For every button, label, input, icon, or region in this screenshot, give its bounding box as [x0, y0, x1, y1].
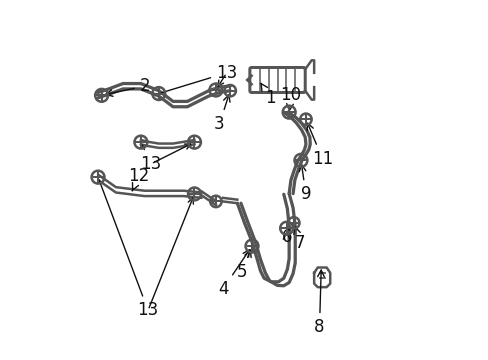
Text: 12: 12 [128, 167, 149, 191]
Text: 9: 9 [299, 165, 310, 203]
Text: 4: 4 [217, 250, 249, 298]
Text: 5: 5 [236, 250, 251, 281]
Text: 1: 1 [261, 84, 275, 107]
Text: 2: 2 [105, 77, 150, 96]
Text: 8: 8 [314, 270, 324, 336]
Text: 11: 11 [306, 123, 332, 167]
Text: 7: 7 [293, 227, 305, 252]
Text: 10: 10 [280, 86, 301, 111]
Text: 13: 13 [161, 64, 237, 93]
Text: 6: 6 [281, 228, 291, 246]
Text: 13: 13 [140, 145, 161, 173]
Text: 13: 13 [99, 180, 158, 319]
Text: 3: 3 [214, 95, 229, 133]
